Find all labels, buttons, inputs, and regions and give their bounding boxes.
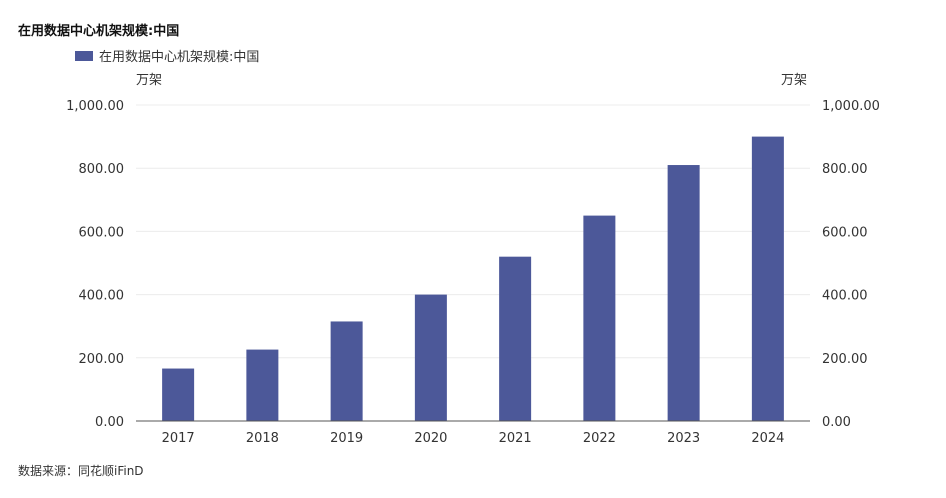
bar[interactable]: [583, 215, 616, 421]
bar[interactable]: [499, 256, 532, 421]
bar[interactable]: [751, 136, 784, 421]
x-tick-label: 2018: [246, 431, 279, 446]
y-right-tick-label: 800.00: [822, 162, 868, 177]
y-left-tick-label: 400.00: [79, 289, 125, 304]
y-right-tick-label: 200.00: [822, 352, 868, 367]
y-right-tick-label: 600.00: [822, 225, 868, 240]
x-tick-label: 2021: [499, 431, 532, 446]
x-tick-label: 2022: [583, 431, 616, 446]
y-right-tick-label: 400.00: [822, 289, 868, 304]
y-axis-left-ticks: 0.00 200.00 400.00 600.00 800.00 1,000.00: [66, 99, 124, 430]
bar[interactable]: [667, 165, 700, 421]
bar[interactable]: [162, 368, 195, 421]
y-left-tick-label: 0.00: [95, 415, 124, 430]
bar[interactable]: [330, 321, 363, 421]
legend[interactable]: 在用数据中心机架规模:中国: [75, 46, 259, 65]
legend-label: 在用数据中心机架规模:中国: [99, 50, 260, 65]
legend-swatch: [75, 50, 93, 61]
y-left-tick-label: 600.00: [79, 225, 125, 240]
y-axis-right-ticks: 0.00 200.00 400.00 600.00 800.00 1,000.00: [822, 99, 880, 430]
x-axis-ticks: 2017 2018 2019 2020 2021 2022 2023 2024: [162, 431, 785, 446]
x-tick-label: 2023: [667, 431, 700, 446]
y-left-tick-label: 200.00: [79, 352, 125, 367]
bar[interactable]: [414, 294, 447, 421]
y-left-tick-label: 1,000.00: [66, 99, 124, 114]
data-source: 数据来源：同花顺iFinD: [18, 464, 144, 478]
gridlines: [136, 104, 810, 359]
x-tick-label: 2019: [330, 431, 363, 446]
bar[interactable]: [246, 349, 279, 421]
y-axis-right-unit: 万架: [781, 73, 807, 88]
chart-title: 在用数据中心机架规模:中国: [18, 24, 180, 39]
x-tick-label: 2024: [751, 431, 784, 446]
x-tick-label: 2020: [414, 431, 447, 446]
x-tick-label: 2017: [162, 431, 195, 446]
y-axis-left-unit: 万架: [136, 73, 162, 88]
y-right-tick-label: 1,000.00: [822, 99, 880, 114]
y-right-tick-label: 0.00: [822, 415, 851, 430]
y-left-tick-label: 800.00: [79, 162, 125, 177]
bars: [162, 136, 784, 421]
